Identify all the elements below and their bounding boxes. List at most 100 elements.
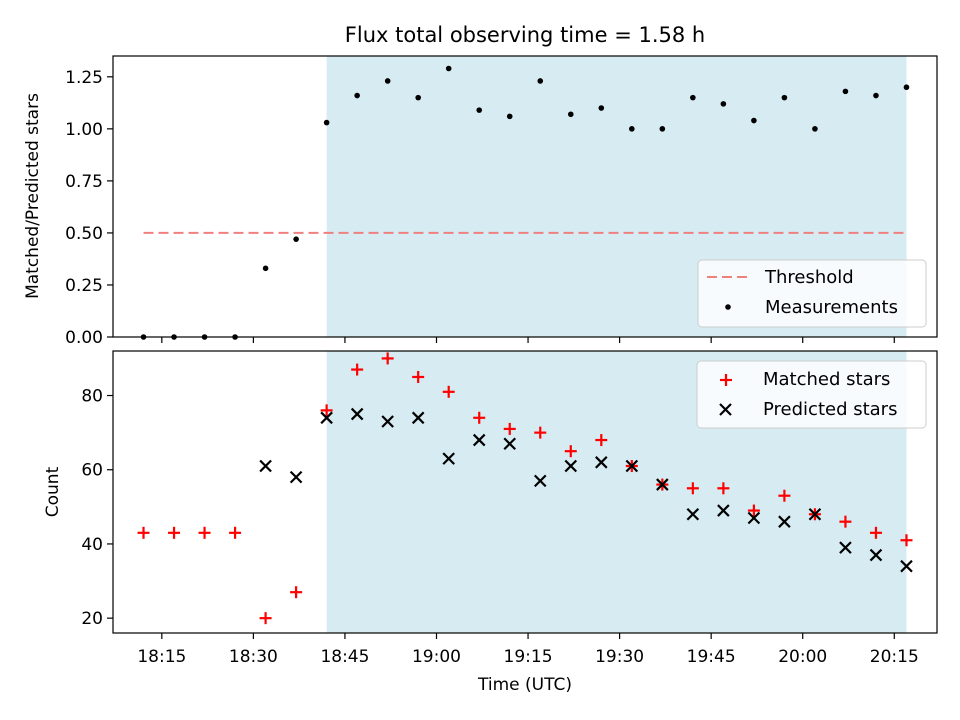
predicted-star-point bbox=[869, 548, 883, 562]
legend-predicted-swatch bbox=[719, 403, 732, 416]
legend-matched-swatch bbox=[720, 374, 732, 386]
bottom-y-axis-label: Count bbox=[43, 466, 63, 517]
bottom-y-ticks: 20 40 60 80 bbox=[81, 387, 113, 629]
measurement-point bbox=[690, 94, 696, 101]
bottom-legend: Matched stars Predicted stars bbox=[696, 360, 927, 429]
x-tick-label: 18:45 bbox=[320, 647, 369, 667]
matched-star-point bbox=[595, 434, 608, 447]
matched-star-point bbox=[503, 422, 516, 435]
matched-star-point bbox=[839, 515, 852, 528]
matched-star-point bbox=[900, 534, 913, 547]
measurement-point bbox=[354, 92, 360, 99]
predicted-star-point bbox=[533, 474, 547, 488]
x-tick-label: 18:15 bbox=[137, 647, 186, 667]
x-tick-label: 19:45 bbox=[687, 647, 736, 667]
bottom-y-tick-label: 40 bbox=[81, 535, 103, 555]
top-y-axis-label: Matched/Predicted stars bbox=[23, 93, 43, 299]
top-y-tick-label: 1.00 bbox=[65, 120, 103, 140]
legend-measurements-swatch bbox=[725, 304, 731, 310]
bottom-axes-frame bbox=[112, 350, 938, 634]
matched-star-point bbox=[747, 504, 760, 517]
top-legend: Threshold Measurements bbox=[697, 259, 927, 328]
predicted-star-point bbox=[778, 515, 791, 528]
measurement-point bbox=[873, 92, 879, 99]
bottom-y-tick-label: 20 bbox=[81, 609, 103, 629]
measurement-point bbox=[262, 265, 269, 272]
measurement-point bbox=[751, 117, 757, 124]
matched-star-point bbox=[534, 426, 547, 439]
top-y-tick-label: 0.75 bbox=[65, 172, 103, 192]
measurement-point bbox=[567, 111, 574, 118]
predicted-star-point bbox=[900, 559, 913, 573]
x-tick-label: 20:15 bbox=[870, 647, 919, 667]
legend-threshold-label: Threshold bbox=[764, 267, 854, 288]
matched-star-point bbox=[198, 526, 211, 539]
top-legend-box bbox=[697, 259, 927, 328]
measurement-point bbox=[629, 126, 635, 132]
measurement-point bbox=[842, 88, 849, 95]
bottom-y-tick-label: 80 bbox=[81, 387, 103, 407]
predicted-star-point bbox=[503, 437, 517, 451]
predicted-star-point bbox=[320, 411, 333, 425]
matched-star-point bbox=[717, 482, 730, 495]
bottom-legend-box bbox=[696, 360, 927, 429]
predicted-star-point bbox=[564, 459, 578, 473]
chart-title: Flux total observing time = 1.58 h bbox=[345, 23, 705, 47]
matched-star-point bbox=[259, 612, 272, 625]
matched-star-point bbox=[473, 411, 486, 424]
predicted-star-point bbox=[656, 478, 669, 491]
legend-matched-label: Matched stars bbox=[763, 369, 890, 390]
x-tick-label: 19:15 bbox=[504, 647, 553, 667]
measurement-point bbox=[445, 65, 452, 72]
top-panel: 0.00 0.25 0.50 0.75 1.00 1.25 Matched/Predict… bbox=[23, 55, 938, 348]
matched-star-point bbox=[412, 370, 425, 383]
predicted-star-point bbox=[625, 459, 639, 473]
predicted-star-point bbox=[442, 452, 455, 465]
bottom-x-ticks: 18:15 18:30 18:45 19:00 19:15 19:30 19:45 20:00… bbox=[137, 633, 919, 667]
predicted-star-point bbox=[717, 504, 730, 517]
measurement-point bbox=[903, 84, 910, 91]
matched-star-point bbox=[351, 363, 364, 376]
count-points bbox=[137, 352, 913, 625]
top-y-ticks: 0.00 0.25 0.50 0.75 1.00 1.25 bbox=[65, 68, 113, 348]
x-tick-label: 18:30 bbox=[229, 647, 278, 667]
x-tick-label: 20:00 bbox=[778, 647, 827, 667]
x-tick-label: 19:00 bbox=[412, 647, 461, 667]
top-y-tick-label: 0.50 bbox=[65, 224, 103, 244]
predicted-star-point bbox=[381, 415, 394, 428]
measurement-point bbox=[781, 94, 788, 101]
top-y-tick-label: 0.00 bbox=[65, 328, 103, 348]
predicted-star-point bbox=[259, 459, 272, 473]
predicted-star-point bbox=[747, 511, 761, 525]
measurement-point bbox=[476, 107, 483, 113]
matched-star-point bbox=[168, 526, 181, 539]
x-axis-label: Time (UTC) bbox=[477, 675, 572, 695]
legend-measurements-label: Measurements bbox=[765, 297, 898, 318]
matched-star-point bbox=[137, 526, 150, 539]
x-tick-label: 19:30 bbox=[595, 647, 644, 667]
matched-star-point bbox=[290, 586, 303, 599]
measurement-point bbox=[659, 126, 666, 132]
top-x-ticks bbox=[161, 337, 895, 343]
matched-star-point bbox=[778, 489, 791, 502]
matched-star-point bbox=[686, 482, 699, 495]
measurement-point bbox=[812, 126, 818, 132]
predicted-star-point bbox=[686, 507, 700, 521]
predicted-star-point bbox=[595, 456, 608, 469]
predicted-star-point bbox=[839, 541, 852, 554]
matched-star-point bbox=[229, 526, 242, 539]
measurement-point bbox=[384, 78, 391, 84]
predicted-star-point bbox=[472, 433, 486, 447]
bottom-y-tick-label: 60 bbox=[81, 461, 103, 481]
matched-star-point bbox=[869, 526, 882, 539]
matched-star-point bbox=[320, 404, 333, 417]
predicted-star-point bbox=[808, 507, 822, 521]
measurement-point bbox=[720, 101, 727, 107]
measurement-point bbox=[293, 236, 299, 242]
measurement-point bbox=[506, 113, 513, 120]
measurement-points bbox=[140, 65, 910, 340]
top-axes-frame bbox=[112, 55, 938, 338]
predicted-star-point bbox=[289, 470, 303, 484]
